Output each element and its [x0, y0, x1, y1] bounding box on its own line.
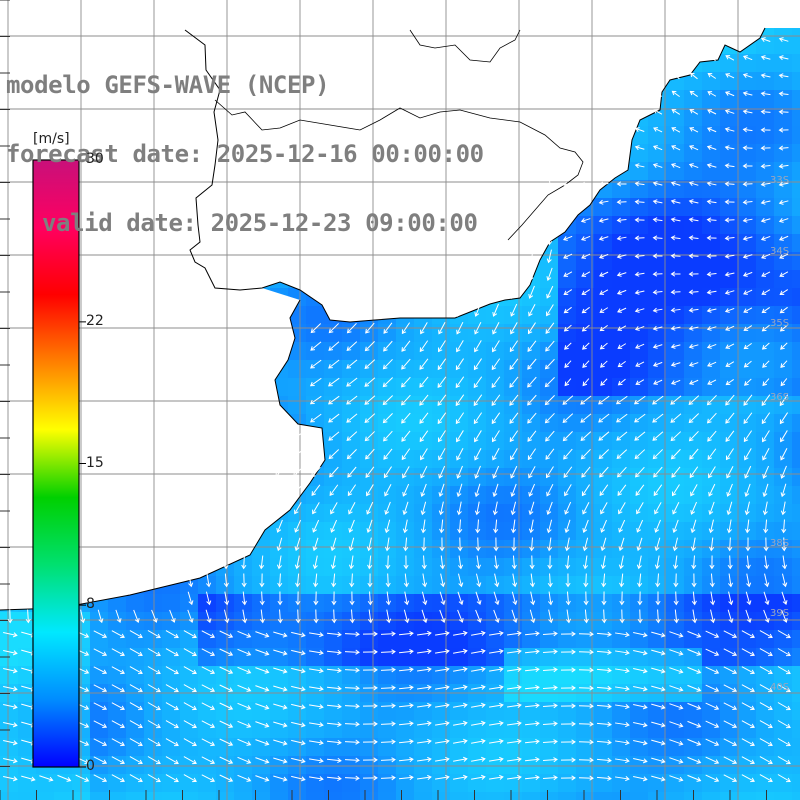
colorbar-tick-label: 30	[86, 151, 104, 167]
latitude-label: 39S	[770, 608, 790, 619]
valid-date: valid date: 2025-12-23 09:00:00	[42, 209, 478, 237]
colorbar-tick-label: 15	[86, 454, 104, 471]
latitude-label: 36S	[770, 392, 790, 403]
latitude-label: 40S	[770, 682, 790, 693]
latitude-label: 33S	[770, 175, 790, 186]
colorbar-units: [m/s]	[33, 131, 70, 147]
latitude-label: 38S	[770, 538, 790, 549]
model-name: modelo GEFS-WAVE (NCEP)	[6, 71, 330, 99]
colorbar	[32, 159, 86, 768]
colorbar-tick-label: 0	[86, 758, 95, 774]
coastline	[0, 27, 766, 611]
forecast-date: forecast date: 2025-12-16 00:00:00	[6, 140, 484, 168]
latitude-label: 34S	[770, 246, 790, 257]
colorbar-tick-label: 22	[86, 312, 104, 329]
colorbar-tick-label: 8	[86, 596, 95, 613]
map-title: modelo GEFS-WAVE (NCEP) forecast date: 2…	[6, 28, 484, 258]
latitude-label: 35S	[770, 318, 790, 329]
